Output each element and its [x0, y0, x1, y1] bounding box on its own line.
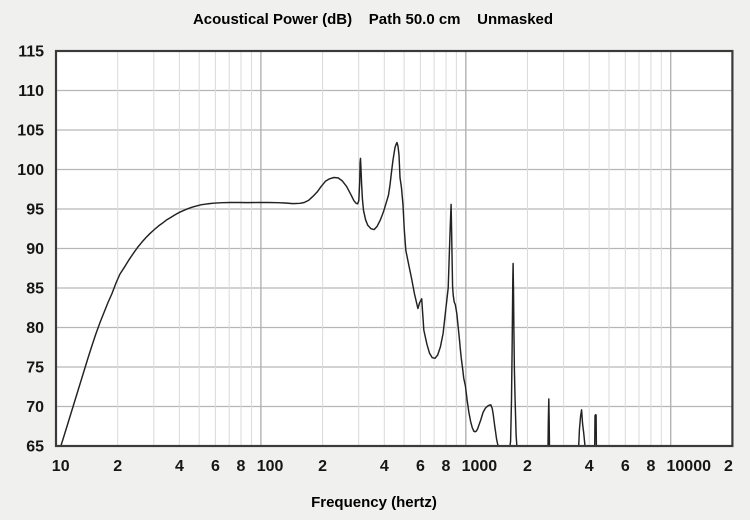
- svg-text:100: 100: [257, 458, 284, 475]
- svg-text:100: 100: [17, 162, 44, 179]
- svg-text:2: 2: [318, 458, 327, 475]
- svg-text:110: 110: [18, 83, 44, 100]
- svg-text:115: 115: [18, 44, 44, 61]
- svg-text:10: 10: [52, 458, 70, 475]
- svg-text:8: 8: [646, 458, 655, 475]
- svg-text:90: 90: [26, 241, 44, 258]
- svg-text:95: 95: [26, 202, 44, 219]
- svg-text:70: 70: [26, 399, 44, 416]
- svg-text:85: 85: [26, 281, 44, 298]
- svg-text:6: 6: [211, 458, 220, 475]
- svg-text:10000: 10000: [667, 458, 712, 475]
- svg-text:2: 2: [523, 458, 532, 475]
- svg-text:2: 2: [724, 458, 733, 475]
- svg-text:Frequency (hertz): Frequency (hertz): [311, 494, 437, 511]
- svg-text:8: 8: [442, 458, 451, 475]
- svg-text:105: 105: [17, 123, 44, 140]
- svg-text:6: 6: [621, 458, 630, 475]
- svg-text:4: 4: [585, 458, 594, 475]
- svg-text:1000: 1000: [462, 458, 498, 475]
- svg-text:8: 8: [237, 458, 246, 475]
- svg-text:65: 65: [26, 439, 44, 456]
- svg-text:6: 6: [416, 458, 425, 475]
- svg-text:Acoustical Power (dB) Path: Acoustical Power (dB) Path 50.0 cm Unmas…: [193, 11, 553, 28]
- svg-text:4: 4: [380, 458, 389, 475]
- svg-text:4: 4: [175, 458, 184, 475]
- svg-text:2: 2: [113, 458, 122, 475]
- svg-text:80: 80: [26, 320, 44, 337]
- svg-text:75: 75: [26, 360, 44, 377]
